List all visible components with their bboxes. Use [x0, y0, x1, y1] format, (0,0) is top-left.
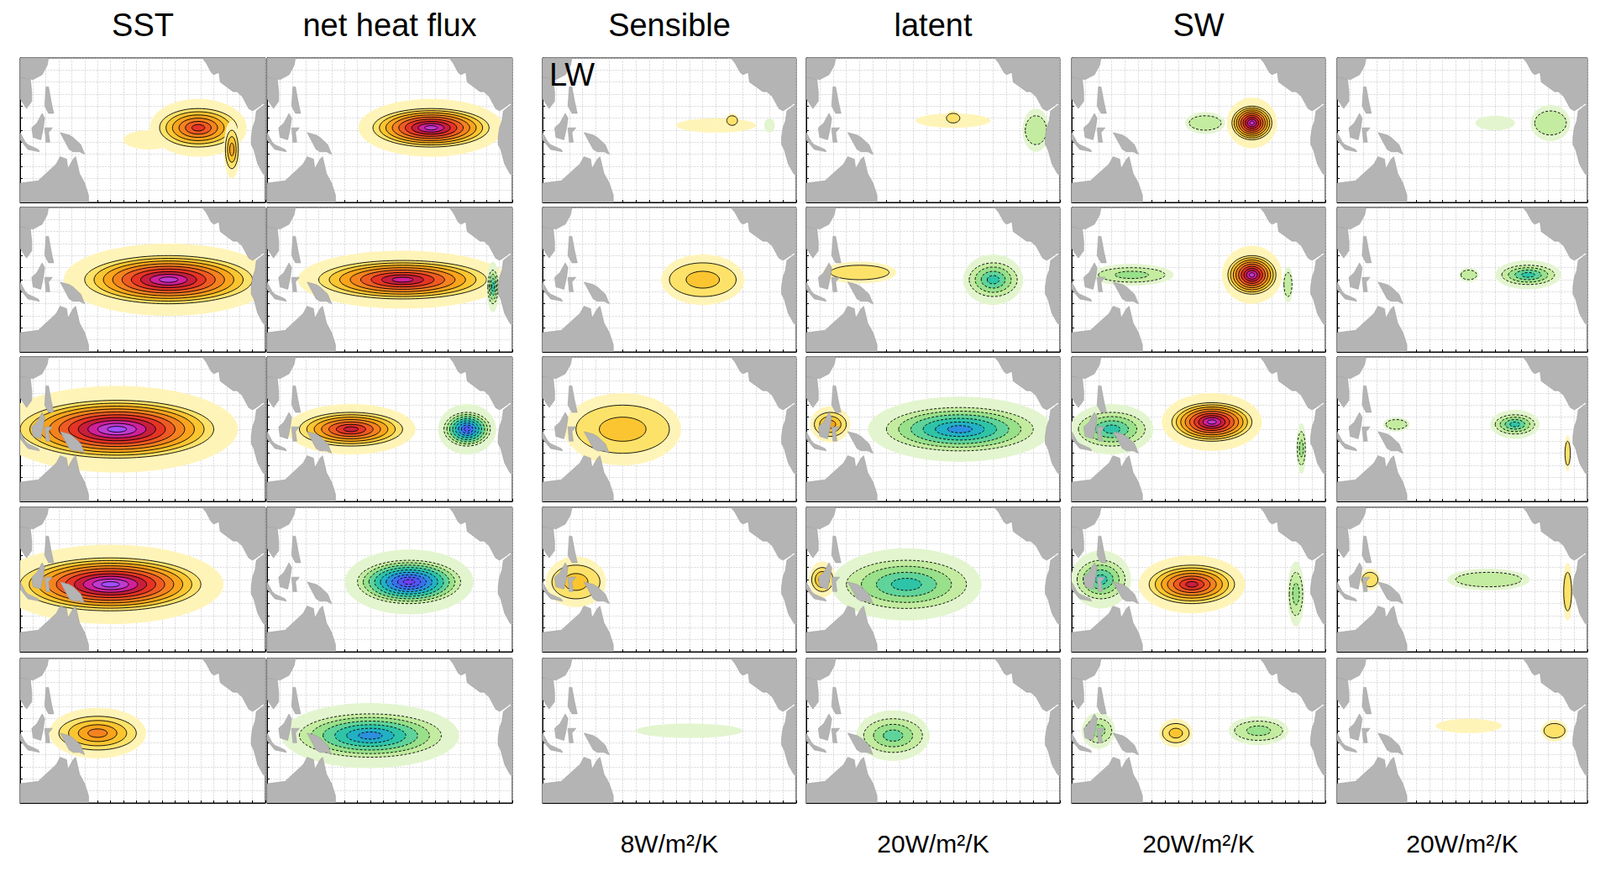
- svg-text:20W/m²/K: 20W/m²/K: [1142, 829, 1254, 858]
- svg-text:SW: SW: [1172, 7, 1224, 43]
- svg-text:20W/m²/K: 20W/m²/K: [1405, 829, 1518, 858]
- svg-text:net heat flux: net heat flux: [302, 7, 477, 43]
- svg-text:latent: latent: [894, 7, 973, 43]
- svg-text:20W/m²/K: 20W/m²/K: [876, 829, 989, 858]
- svg-text:8W/m²/K: 8W/m²/K: [620, 829, 719, 858]
- svg-text:Sensible: Sensible: [608, 7, 731, 43]
- svg-text:SST: SST: [111, 7, 174, 43]
- svg-text:LW: LW: [549, 57, 595, 93]
